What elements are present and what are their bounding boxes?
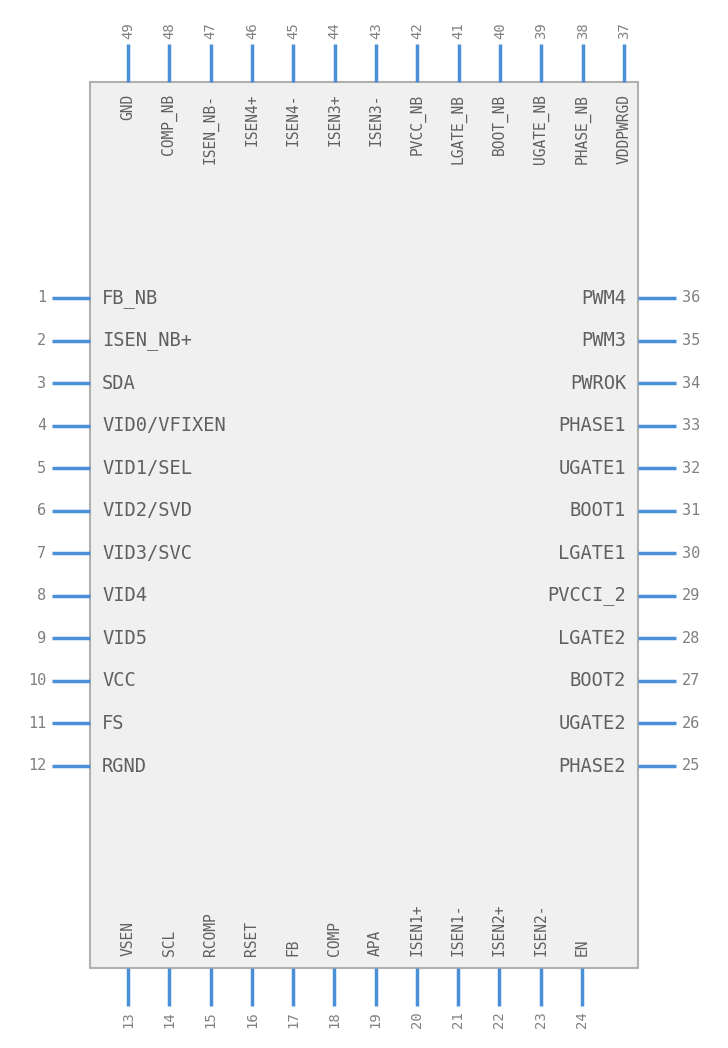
Text: PWROK: PWROK xyxy=(570,373,626,393)
Text: 36: 36 xyxy=(682,290,700,306)
Text: 45: 45 xyxy=(286,22,301,39)
Text: 43: 43 xyxy=(369,22,383,39)
Text: VID1/SEL: VID1/SEL xyxy=(102,459,192,478)
Bar xyxy=(90,82,638,968)
Text: VID3/SVC: VID3/SVC xyxy=(102,544,192,563)
Text: RSET: RSET xyxy=(245,921,259,956)
Text: 22: 22 xyxy=(492,1011,507,1028)
Text: FB_NB: FB_NB xyxy=(102,288,158,307)
Text: PWM3: PWM3 xyxy=(581,331,626,350)
Text: 9: 9 xyxy=(37,631,46,646)
Text: 39: 39 xyxy=(534,22,548,39)
Text: 30: 30 xyxy=(682,546,700,561)
Text: 14: 14 xyxy=(162,1011,176,1028)
Text: ISEN4+: ISEN4+ xyxy=(245,94,259,147)
Text: 42: 42 xyxy=(411,22,424,39)
Text: 31: 31 xyxy=(682,503,700,518)
Text: EN: EN xyxy=(574,939,590,956)
Text: 10: 10 xyxy=(28,674,46,689)
Text: 40: 40 xyxy=(493,22,507,39)
Text: 19: 19 xyxy=(368,1011,383,1028)
Text: 13: 13 xyxy=(121,1011,135,1028)
Text: 35: 35 xyxy=(682,333,700,348)
Text: BOOT2: BOOT2 xyxy=(570,672,626,691)
Text: VID5: VID5 xyxy=(102,629,147,648)
Text: PHASE1: PHASE1 xyxy=(558,416,626,435)
Text: 28: 28 xyxy=(682,631,700,646)
Text: VID4: VID4 xyxy=(102,586,147,606)
Text: 27: 27 xyxy=(682,674,700,689)
Text: 16: 16 xyxy=(245,1011,259,1028)
Text: 41: 41 xyxy=(451,22,466,39)
Text: 26: 26 xyxy=(682,716,700,730)
Text: ISEN4-: ISEN4- xyxy=(286,94,301,147)
Text: RGND: RGND xyxy=(102,757,147,776)
Text: SCL: SCL xyxy=(162,930,177,956)
Text: GND: GND xyxy=(121,94,135,121)
Text: 8: 8 xyxy=(37,588,46,604)
Text: ISEN2-: ISEN2- xyxy=(533,903,548,956)
Text: UGATE2: UGATE2 xyxy=(558,714,626,733)
Text: PWM4: PWM4 xyxy=(581,288,626,307)
Text: ISEN3+: ISEN3+ xyxy=(327,94,342,147)
Text: PVCC_NB: PVCC_NB xyxy=(409,94,425,155)
Text: PHASE_NB: PHASE_NB xyxy=(574,94,590,163)
Text: 21: 21 xyxy=(451,1011,465,1028)
Text: 33: 33 xyxy=(682,418,700,433)
Text: VID0/VFIXEN: VID0/VFIXEN xyxy=(102,416,226,435)
Text: 24: 24 xyxy=(575,1011,589,1028)
Text: 25: 25 xyxy=(682,759,700,773)
Text: 6: 6 xyxy=(37,503,46,518)
Text: 1: 1 xyxy=(37,290,46,306)
Text: APA: APA xyxy=(368,930,383,956)
Text: SDA: SDA xyxy=(102,373,135,393)
Text: 37: 37 xyxy=(617,22,631,39)
Text: COMP: COMP xyxy=(327,921,342,956)
Text: 4: 4 xyxy=(37,418,46,433)
Text: 5: 5 xyxy=(37,461,46,476)
Text: FB: FB xyxy=(285,939,301,956)
Text: 49: 49 xyxy=(121,22,135,39)
Text: 29: 29 xyxy=(682,588,700,604)
Text: 2: 2 xyxy=(37,333,46,348)
Text: 46: 46 xyxy=(245,22,259,39)
Text: ISEN1-: ISEN1- xyxy=(451,903,466,956)
Text: ISEN1+: ISEN1+ xyxy=(409,903,424,956)
Text: ISEN_NB-: ISEN_NB- xyxy=(202,94,219,163)
Text: COMP_NB: COMP_NB xyxy=(161,94,178,155)
Text: 7: 7 xyxy=(37,546,46,561)
Text: FS: FS xyxy=(102,714,124,733)
Text: 38: 38 xyxy=(576,22,590,39)
Text: BOOT1: BOOT1 xyxy=(570,501,626,520)
Text: 3: 3 xyxy=(37,375,46,391)
Text: LGATE2: LGATE2 xyxy=(558,629,626,648)
Text: 15: 15 xyxy=(204,1011,218,1028)
Text: 20: 20 xyxy=(410,1011,424,1028)
Text: 47: 47 xyxy=(204,22,218,39)
Text: 44: 44 xyxy=(328,22,341,39)
Text: VDDPWRGD: VDDPWRGD xyxy=(617,94,631,163)
Text: UGATE1: UGATE1 xyxy=(558,459,626,478)
Text: PHASE2: PHASE2 xyxy=(558,757,626,776)
Text: PVCCI_2: PVCCI_2 xyxy=(547,586,626,606)
Text: VCC: VCC xyxy=(102,672,135,691)
Text: RCOMP: RCOMP xyxy=(203,912,218,956)
Text: VSEN: VSEN xyxy=(121,921,135,956)
Text: ISEN_NB+: ISEN_NB+ xyxy=(102,331,192,350)
Text: 18: 18 xyxy=(328,1011,341,1028)
Text: ISEN3-: ISEN3- xyxy=(368,94,384,147)
Text: 17: 17 xyxy=(286,1011,300,1028)
Text: 12: 12 xyxy=(28,759,46,773)
Text: 11: 11 xyxy=(28,716,46,730)
Text: 32: 32 xyxy=(682,461,700,476)
Text: LGATE_NB: LGATE_NB xyxy=(451,94,467,163)
Text: UGATE_NB: UGATE_NB xyxy=(533,94,550,163)
Text: 23: 23 xyxy=(534,1011,547,1028)
Text: BOOT_NB: BOOT_NB xyxy=(492,94,508,155)
Text: VID2/SVD: VID2/SVD xyxy=(102,501,192,520)
Text: ISEN2+: ISEN2+ xyxy=(492,903,507,956)
Text: 48: 48 xyxy=(162,22,176,39)
Text: LGATE1: LGATE1 xyxy=(558,544,626,563)
Text: 34: 34 xyxy=(682,375,700,391)
